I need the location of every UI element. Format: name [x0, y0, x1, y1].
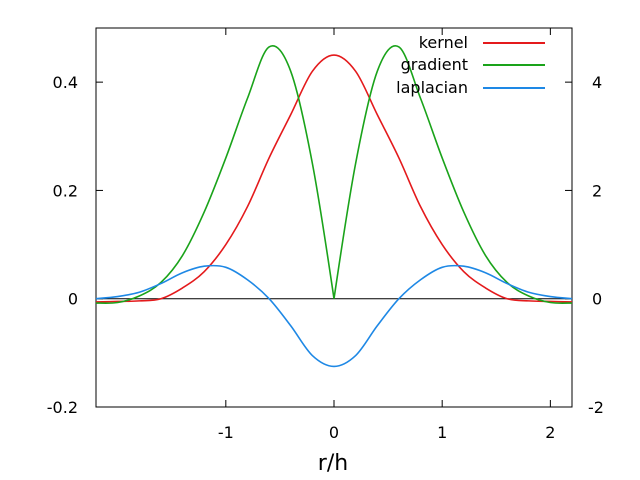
- y2-tick-label: 0: [592, 290, 602, 309]
- y2-tick-label: 2: [592, 181, 602, 200]
- y2-tick-label: -2: [588, 398, 604, 417]
- legend: kernel gradient laplacian: [396, 33, 545, 97]
- x-tick-label: 0: [329, 423, 339, 442]
- y-tick-label: 0.4: [53, 73, 78, 92]
- x-tick-label: 1: [437, 423, 447, 442]
- y-tick-label: 0: [68, 290, 78, 309]
- x-tick-labels: -1 0 1 2: [218, 423, 556, 442]
- legend-label-kernel: kernel: [419, 33, 468, 52]
- x-axis-title: r/h: [318, 451, 348, 476]
- y-tick-labels: -0.2 0 0.2 0.4: [47, 73, 78, 417]
- y-tick-label: 0.2: [53, 181, 78, 200]
- y-tick-label: -0.2: [47, 398, 78, 417]
- y2-tick-labels: -2 0 2 4: [588, 73, 604, 417]
- kernel-line: [95, 54, 573, 303]
- legend-label-laplacian: laplacian: [396, 78, 468, 97]
- legend-label-gradient: gradient: [401, 55, 468, 74]
- gradient-line: [95, 45, 573, 304]
- tick-marks: [96, 28, 572, 408]
- y2-tick-label: 4: [592, 73, 602, 92]
- plot-frame: [95, 27, 573, 408]
- x-tick-label: -1: [218, 423, 234, 442]
- laplacian-line: [95, 264, 573, 368]
- x-tick-label: 2: [545, 423, 555, 442]
- series-curves: [95, 45, 573, 368]
